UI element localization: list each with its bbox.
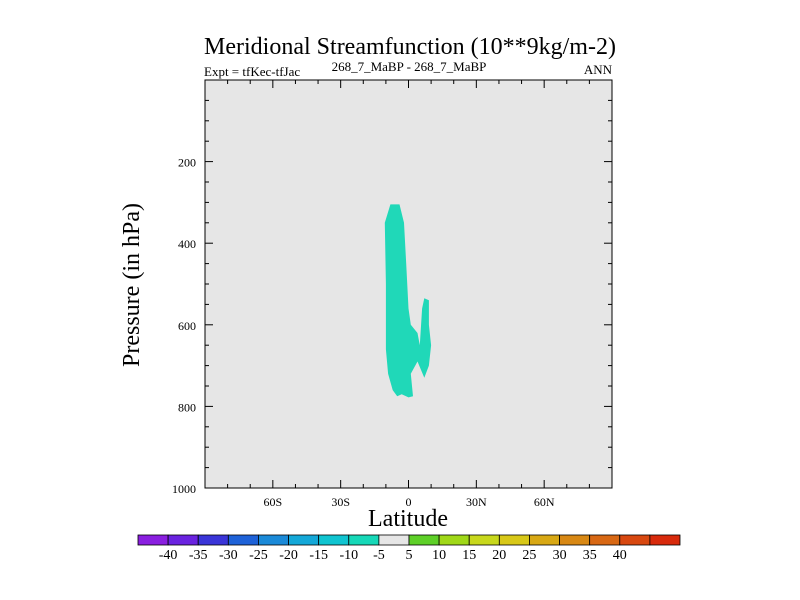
period-label: 268_7_MaBP - 268_7_MaBP — [332, 59, 487, 74]
colorbar-swatch — [137, 534, 169, 546]
colorbar-label: 20 — [492, 548, 506, 563]
experiment-label: Expt = tfKec-tfJac — [204, 64, 300, 79]
colorbar-label: -30 — [219, 548, 238, 563]
y-tick-label: 600 — [178, 319, 196, 333]
colorbar-swatch — [288, 534, 320, 546]
colorbar-swatch — [529, 534, 560, 546]
colorbar-label: -15 — [309, 548, 328, 563]
colorbar-label: -35 — [189, 548, 208, 563]
colorbar-label: 30 — [553, 548, 567, 563]
colorbar-swatch — [378, 534, 410, 546]
colorbar-swatch — [348, 534, 380, 546]
colorbar-swatch — [408, 534, 440, 546]
x-axis-label: Latitude — [368, 506, 448, 532]
colorbar-swatch — [227, 534, 259, 546]
colorbar-label: 15 — [462, 548, 476, 563]
colorbar-label: 10 — [432, 548, 446, 563]
season-label: ANN — [584, 62, 613, 77]
colorbar-swatch — [468, 534, 500, 546]
axis-ticks: 200 400 600 800 1000 60S 30S 0 30N 60N — [172, 80, 612, 509]
colorbar-swatch — [498, 534, 530, 546]
y-tick-label: 800 — [178, 400, 196, 414]
x-tick-label: 60S — [263, 495, 282, 509]
colorbar-label: 25 — [522, 548, 536, 563]
colorbar-swatch — [589, 534, 621, 546]
y-tick-label: 400 — [178, 237, 196, 251]
plot-area — [204, 79, 613, 489]
colorbar-swatch — [318, 534, 350, 546]
colorbar-swatch — [649, 534, 681, 546]
x-tick-label: 0 — [406, 495, 412, 509]
colorbar-swatch — [559, 534, 591, 546]
y-tick-label: 200 — [178, 156, 196, 170]
colorbar-label: 35 — [583, 548, 597, 563]
y-tick-label: 1000 — [172, 482, 196, 496]
colorbar-label: -40 — [159, 548, 178, 563]
colorbar-swatch — [197, 534, 229, 546]
x-tick-label: 30S — [331, 495, 350, 509]
colorbar-label: -10 — [339, 548, 358, 563]
colorbar-swatch — [438, 534, 470, 546]
colorbar-label: 40 — [613, 548, 627, 563]
colorbar-label: 5 — [406, 548, 413, 563]
streamfunction-contour-fill — [384, 204, 432, 398]
colorbar-label: -5 — [373, 548, 385, 563]
x-tick-label: 30N — [466, 495, 487, 509]
colorbar-label: -25 — [249, 548, 268, 563]
colorbar: -40 -35 -30 -25 -20 -15 -10 -5 5 10 15 20 25 30 35 40 — [137, 534, 681, 563]
colorbar-swatch — [619, 534, 651, 546]
colorbar-swatch — [258, 534, 289, 546]
y-axis-label: Pressure (in hPa) — [119, 203, 145, 367]
chart-title: Meridional Streamfunction (10**9kg/m-2) — [204, 34, 616, 60]
x-tick-label: 60N — [534, 495, 555, 509]
colorbar-label: -20 — [279, 548, 298, 563]
colorbar-swatch — [167, 534, 199, 546]
